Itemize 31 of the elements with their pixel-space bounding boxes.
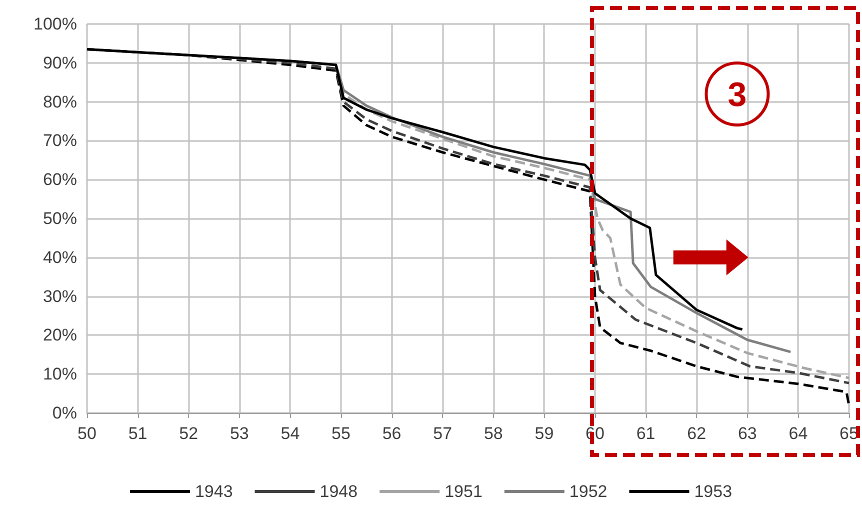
x-tick-label: 54 — [280, 424, 300, 443]
x-tick-label: 52 — [179, 424, 198, 443]
x-tick-label: 59 — [534, 424, 554, 443]
x-tick-label: 55 — [332, 424, 350, 443]
y-tick-label: 50% — [42, 209, 77, 228]
y-tick-label: 0% — [52, 404, 77, 422]
y-tick-label: 40% — [42, 248, 77, 267]
y-tick-label: 10% — [42, 364, 77, 384]
y-tick-label: 60% — [42, 170, 77, 190]
x-tick-label: 63 — [738, 424, 757, 443]
x-tick-label: 58 — [484, 424, 503, 443]
x-tick-label: 56 — [382, 424, 402, 443]
y-tick-label: 100% — [34, 14, 77, 34]
legend-label: 1953 — [694, 482, 732, 501]
y-tick-label: 20% — [42, 326, 77, 345]
x-tick-label: 64 — [788, 424, 808, 443]
annotation: 3 — [728, 76, 747, 114]
y-tick-label: 70% — [42, 131, 77, 150]
y-tick-label: 90% — [42, 53, 77, 72]
x-tick-label: 62 — [687, 424, 706, 443]
legend-label: 1943 — [194, 482, 233, 501]
x-tick-label: 57 — [433, 424, 452, 443]
x-tick-label: 53 — [230, 424, 249, 443]
legend-label: 1952 — [569, 482, 608, 501]
x-tick-label: 50 — [78, 424, 96, 443]
x-tick-label: 51 — [128, 424, 148, 443]
legend-label: 1951 — [444, 482, 482, 501]
x-tick-label: 61 — [636, 424, 656, 443]
y-tick-label: 80% — [42, 92, 77, 112]
y-tick-label: 30% — [42, 286, 77, 306]
legend-label: 1948 — [320, 482, 358, 501]
